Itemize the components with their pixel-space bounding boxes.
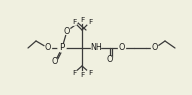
- Text: O: O: [119, 44, 125, 53]
- Circle shape: [71, 70, 77, 76]
- Circle shape: [79, 72, 85, 78]
- Text: F: F: [80, 17, 84, 23]
- Text: F: F: [72, 19, 76, 25]
- Circle shape: [58, 44, 66, 52]
- Circle shape: [51, 59, 59, 65]
- Circle shape: [64, 27, 70, 34]
- Circle shape: [71, 19, 77, 25]
- Circle shape: [45, 44, 51, 51]
- Text: F: F: [80, 72, 84, 78]
- Circle shape: [87, 70, 93, 76]
- Text: NH: NH: [90, 44, 102, 53]
- Text: F: F: [72, 70, 76, 76]
- Text: O: O: [64, 27, 70, 36]
- Text: F: F: [88, 19, 92, 25]
- Text: F: F: [88, 70, 92, 76]
- Circle shape: [92, 44, 100, 53]
- Text: P: P: [59, 44, 65, 53]
- Circle shape: [79, 17, 85, 23]
- Circle shape: [151, 44, 159, 51]
- Circle shape: [87, 19, 93, 25]
- Circle shape: [107, 57, 113, 63]
- Text: O: O: [52, 57, 58, 66]
- Text: O: O: [107, 55, 113, 65]
- Text: O: O: [152, 44, 158, 53]
- Circle shape: [118, 44, 126, 51]
- Text: O: O: [45, 44, 51, 53]
